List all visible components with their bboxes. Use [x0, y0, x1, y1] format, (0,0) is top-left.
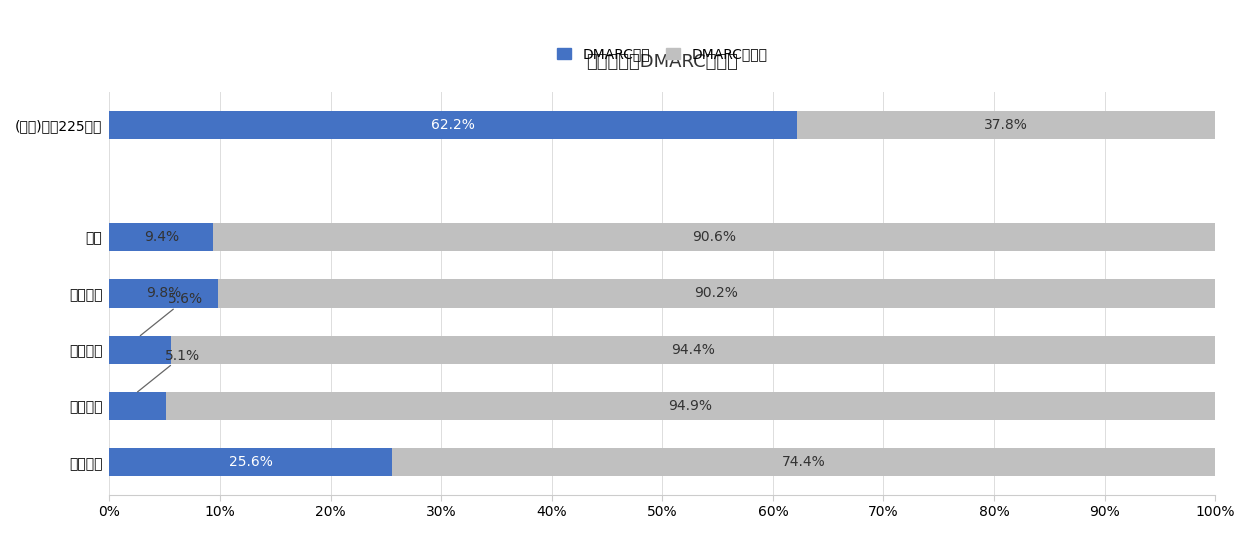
Text: 5.6%: 5.6% [140, 293, 202, 336]
Bar [109, 223, 214, 252]
Text: 94.9%: 94.9% [669, 399, 712, 413]
Bar [166, 392, 1215, 420]
Bar [171, 336, 1215, 364]
Text: 25.6%: 25.6% [229, 455, 272, 469]
Text: 94.4%: 94.4% [671, 343, 715, 357]
Text: 5.1%: 5.1% [138, 349, 200, 392]
Text: 74.4%: 74.4% [782, 455, 826, 469]
Bar [109, 336, 171, 364]
Bar [798, 111, 1215, 139]
Text: 9.4%: 9.4% [144, 230, 179, 244]
Text: 90.2%: 90.2% [695, 286, 739, 301]
Bar [109, 448, 392, 476]
Bar [392, 448, 1215, 476]
Title: 大学種別のDMARC導入率: 大学種別のDMARC導入率 [586, 53, 739, 72]
Bar [109, 279, 217, 308]
Bar [214, 223, 1215, 252]
Bar [109, 111, 798, 139]
Text: 9.8%: 9.8% [146, 286, 181, 301]
Text: 37.8%: 37.8% [984, 117, 1029, 132]
Bar [109, 392, 166, 420]
Text: 90.6%: 90.6% [693, 230, 736, 244]
Text: 62.2%: 62.2% [431, 117, 475, 132]
Bar [217, 279, 1215, 308]
Legend: DMARC導入, DMARC未導入: DMARC導入, DMARC未導入 [552, 43, 771, 65]
